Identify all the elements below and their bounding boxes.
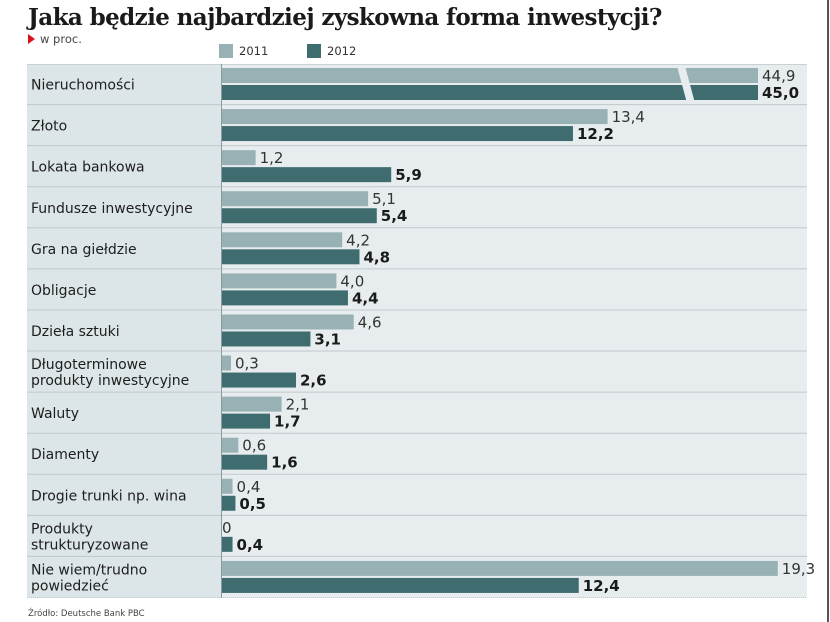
legend-label-2011: 2011 xyxy=(239,44,269,58)
chart-subtitle: w proc. xyxy=(28,32,82,46)
unit-label: w proc. xyxy=(40,32,82,46)
category-label: Fundusze inwestycyjne xyxy=(31,201,193,217)
value-label-2012: 4,8 xyxy=(363,248,390,266)
bar-2012 xyxy=(221,331,311,347)
bar-2011 xyxy=(221,150,256,166)
legend-label-2012: 2012 xyxy=(327,44,357,58)
value-label-2011: 4,2 xyxy=(346,231,370,249)
category-label-line: produkty inwestycyjne xyxy=(31,373,189,389)
value-label-2012: 4,4 xyxy=(352,289,379,307)
value-label-2012: 5,4 xyxy=(381,207,408,225)
value-label-2012: 0,4 xyxy=(237,536,264,554)
category-label: Waluty xyxy=(31,406,79,422)
legend-item-2011: 2011 xyxy=(219,44,268,58)
bar-2012 xyxy=(221,249,360,265)
bar-2012 xyxy=(221,495,236,511)
category-label: Produkty strukturyzowane xyxy=(31,521,148,553)
bar-2012 xyxy=(221,208,377,224)
bar-2011 xyxy=(221,109,608,125)
value-label-2011: 19,3 xyxy=(782,560,815,578)
category-label-line: powiedzieć xyxy=(31,578,109,594)
category-label: Długoterminowe produkty inwestycyjne xyxy=(31,357,189,389)
category-label: Nieruchomości xyxy=(31,78,135,94)
category-label-line: Produkty xyxy=(31,521,93,537)
category-label-line: strukturyzowane xyxy=(31,537,148,553)
legend-swatch-2011 xyxy=(219,44,233,58)
bar-2012 xyxy=(221,126,573,142)
bar-2011 xyxy=(221,355,231,371)
value-label-2011: 0,6 xyxy=(242,437,266,455)
bar-2012 xyxy=(221,372,297,388)
legend-swatch-2012 xyxy=(307,44,321,58)
value-label-2012: 1,6 xyxy=(271,454,298,472)
value-label-2012: 12,4 xyxy=(583,577,620,595)
chart-title: Jaka będzie najbardziej zyskowna forma i… xyxy=(28,4,662,31)
category-label: Obligacje xyxy=(31,283,96,299)
value-label-2012: 1,7 xyxy=(274,413,301,431)
category-label: Gra na giełdzie xyxy=(31,242,137,258)
value-label-2012: 2,6 xyxy=(300,372,327,390)
axis-break-cut xyxy=(677,66,695,104)
bar-2012 xyxy=(221,577,579,593)
bar-2011 xyxy=(221,273,337,289)
value-label-2011: 4,6 xyxy=(358,313,382,331)
image-right-border xyxy=(827,0,829,622)
triangle-marker-icon xyxy=(28,34,35,44)
bar-2011 xyxy=(221,478,233,494)
value-label-2011: 1,2 xyxy=(260,149,284,167)
label-column-bg xyxy=(27,64,221,598)
value-label-2012: 5,9 xyxy=(395,166,422,184)
bar-2011 xyxy=(221,437,239,453)
value-label-2011: 44,9 xyxy=(762,67,795,85)
value-label-2011: 0,4 xyxy=(237,478,261,496)
bar-2012 xyxy=(221,290,348,306)
category-label: Drogie trunki np. wina xyxy=(31,488,187,504)
bar-2011 xyxy=(221,560,778,576)
bar-2012 xyxy=(221,85,758,100)
category-label: Złoto xyxy=(31,119,67,135)
category-label-line: Długoterminowe xyxy=(31,357,147,373)
plot-area-bg xyxy=(221,64,807,598)
bar-2012 xyxy=(221,167,392,183)
value-label-2012: 3,1 xyxy=(314,330,341,348)
category-label: Dzieła sztuki xyxy=(31,324,120,340)
value-label-2011: 4,0 xyxy=(340,272,364,290)
category-label-line: Nie wiem/trudno xyxy=(31,562,147,578)
category-label: Diamenty xyxy=(31,447,99,463)
category-label: Nie wiem/trudno powiedzieć xyxy=(31,562,147,594)
value-label-2012: 12,2 xyxy=(577,125,614,143)
value-label-2011: 13,4 xyxy=(612,108,645,126)
bar-2011 xyxy=(221,232,343,248)
bar-2012 xyxy=(221,536,233,552)
value-label-2011: 5,1 xyxy=(372,190,396,208)
category-label: Lokata bankowa xyxy=(31,160,145,176)
value-label-2012: 45,0 xyxy=(762,84,799,102)
source-note: Źródło: Deutsche Bank PBC xyxy=(28,609,145,619)
bar-2011 xyxy=(221,191,369,207)
bar-2011 xyxy=(221,68,758,83)
legend-item-2012: 2012 xyxy=(307,44,356,58)
bar-2012 xyxy=(221,413,271,429)
bar-2012 xyxy=(221,454,268,470)
value-label-2011: 0 xyxy=(222,519,232,537)
bar-2011 xyxy=(221,396,282,412)
bar-2011 xyxy=(221,314,354,330)
value-label-2012: 0,5 xyxy=(239,495,266,513)
value-label-2011: 0,3 xyxy=(235,355,259,373)
value-label-2011: 2,1 xyxy=(286,396,310,414)
